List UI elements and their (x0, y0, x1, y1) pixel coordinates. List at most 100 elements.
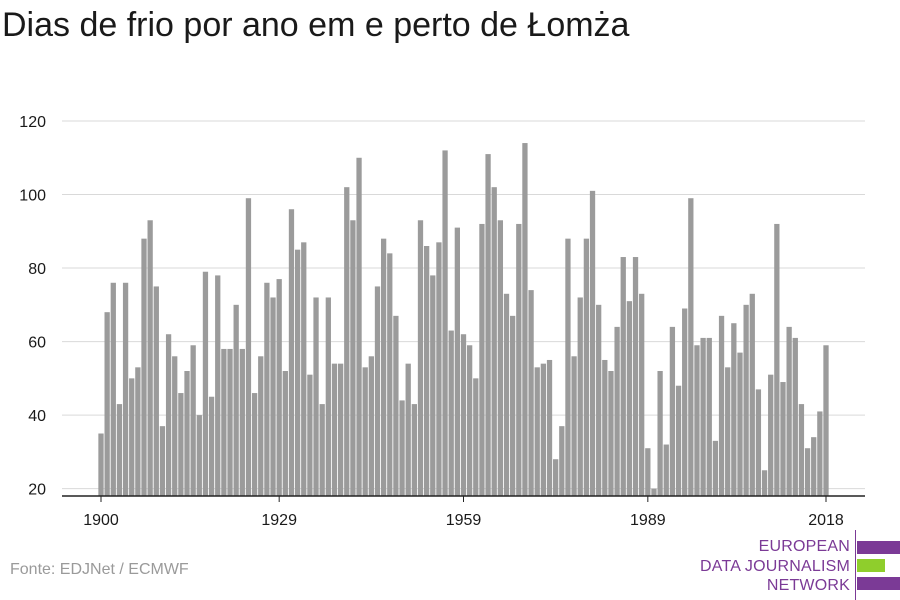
bar (110, 282, 116, 496)
bar (491, 187, 497, 497)
bar (467, 345, 473, 496)
bar (208, 396, 215, 496)
bar (479, 223, 485, 497)
bar (344, 187, 350, 497)
bar (780, 382, 786, 496)
bar (540, 363, 547, 496)
bar (694, 345, 700, 496)
bar (411, 404, 417, 496)
bar (503, 293, 510, 496)
bar (122, 282, 129, 496)
bar (663, 444, 669, 496)
bar (423, 246, 430, 496)
bar (774, 223, 780, 497)
bar (712, 440, 719, 496)
bar (706, 337, 712, 496)
bar (516, 223, 522, 497)
bar (534, 367, 540, 496)
bar (460, 334, 467, 496)
y-tick-label: 80 (28, 261, 46, 278)
x-tick-label: 1900 (83, 512, 119, 529)
bar (596, 304, 602, 496)
bar (761, 470, 768, 496)
bar (288, 209, 295, 496)
bar (380, 238, 387, 496)
bar (645, 448, 651, 496)
bar (135, 367, 141, 496)
bar (172, 356, 178, 496)
chart-title: Dias de frio por ano em e perto de Łomża (2, 6, 630, 44)
bar (632, 257, 639, 496)
bar (104, 312, 110, 496)
bar (202, 271, 209, 496)
bar (368, 356, 374, 496)
bar (276, 279, 282, 496)
y-tick-label: 120 (19, 114, 46, 131)
logo-rule (855, 530, 856, 600)
bar (165, 334, 172, 496)
bar (473, 378, 479, 496)
bar (98, 433, 104, 496)
y-tick-label: 100 (19, 188, 46, 205)
bar (294, 249, 301, 496)
logo-bar-purple-bottom (857, 577, 900, 590)
y-tick-label: 60 (28, 335, 46, 352)
bar (589, 190, 596, 496)
bar (669, 326, 676, 496)
bar (608, 371, 614, 496)
logo-line-3: NETWORK (766, 577, 850, 594)
logo-bar-green (857, 559, 885, 572)
bar (436, 242, 442, 496)
bar (620, 257, 626, 496)
bar (387, 253, 393, 496)
bar (301, 242, 307, 496)
bar (485, 154, 491, 496)
bar (393, 315, 399, 496)
x-tick-label: 1959 (446, 512, 482, 529)
bar (251, 393, 258, 496)
bar (331, 363, 338, 496)
bar (307, 374, 313, 496)
bar (510, 315, 516, 496)
bar (337, 363, 344, 496)
bar (798, 404, 805, 496)
bar (743, 304, 749, 496)
bar (313, 297, 319, 496)
bar (417, 220, 424, 496)
bar (362, 367, 368, 496)
y-tick-label: 40 (28, 408, 46, 425)
bar (159, 426, 166, 496)
bar (559, 426, 565, 496)
bar (823, 345, 829, 496)
bar (319, 404, 325, 496)
bar (196, 415, 202, 496)
y-tick-label: 20 (28, 482, 46, 499)
bar (583, 238, 590, 496)
bar (639, 293, 645, 496)
x-tick-label: 1929 (261, 512, 297, 529)
bar (399, 400, 405, 496)
bar (356, 157, 362, 496)
bar (528, 290, 534, 496)
bar (682, 308, 688, 496)
source-credit: Fonte: EDJNet / ECMWF (10, 561, 189, 578)
bar (688, 198, 694, 497)
bar (147, 220, 153, 496)
bar (227, 348, 233, 496)
bar (116, 404, 123, 496)
bar (804, 448, 811, 496)
bar (737, 352, 743, 496)
edjnet-logo: EUROPEAN DATA JOURNALISM NETWORK (700, 530, 900, 600)
bar (755, 389, 762, 496)
bar (657, 371, 663, 496)
bar (522, 143, 528, 496)
bar (602, 359, 608, 496)
bar (258, 356, 264, 496)
bar (546, 359, 553, 496)
bar (792, 337, 798, 496)
bar (350, 220, 356, 496)
bar (811, 437, 817, 496)
bar (718, 315, 725, 496)
bar (731, 323, 737, 496)
bar (215, 275, 221, 496)
